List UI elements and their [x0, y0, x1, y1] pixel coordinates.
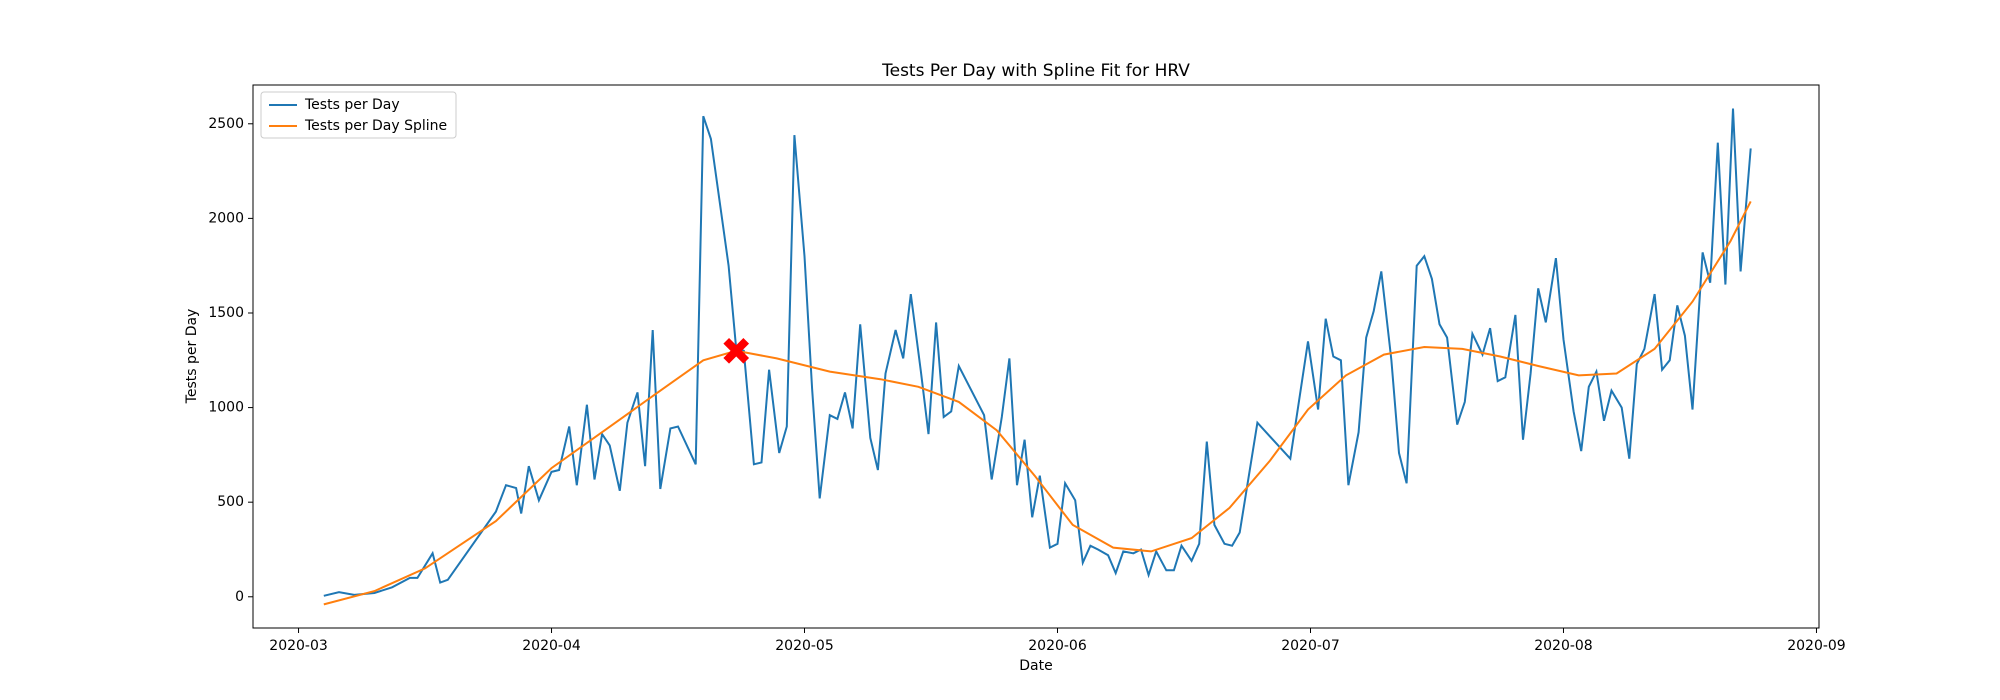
x-tick-label: 2020-05 [775, 638, 834, 654]
x-tick-label: 2020-08 [1534, 638, 1593, 654]
legend-label: Tests per Day Spline [304, 118, 447, 134]
legend-box [260, 91, 457, 139]
plot-frame [252, 84, 1820, 629]
highlight-marker [723, 337, 750, 364]
y-tick-label: 1500 [208, 305, 244, 321]
x-tick-label: 2020-04 [522, 638, 581, 654]
x-tick-label: 2020-07 [1281, 638, 1340, 654]
y-axis-label: Tests per Day [184, 309, 200, 405]
chart-title: Tests Per Day with Spline Fit for HRV [881, 61, 1190, 81]
y-tick-label: 500 [217, 494, 244, 510]
x-tick-label: 2020-06 [1028, 638, 1087, 654]
x-tick-label: 2020-03 [269, 638, 328, 654]
y-tick-label: 2000 [208, 210, 244, 226]
y-tick-label: 1000 [208, 400, 244, 416]
series-line [323, 108, 1752, 597]
legend-label: Tests per Day [304, 97, 400, 113]
y-tick-label: 2500 [208, 116, 244, 132]
y-tick-label: 0 [235, 589, 244, 605]
x-tick-label: 2020-09 [1787, 638, 1846, 654]
x-axis-label: Date [1019, 658, 1052, 674]
series-line [323, 200, 1752, 606]
